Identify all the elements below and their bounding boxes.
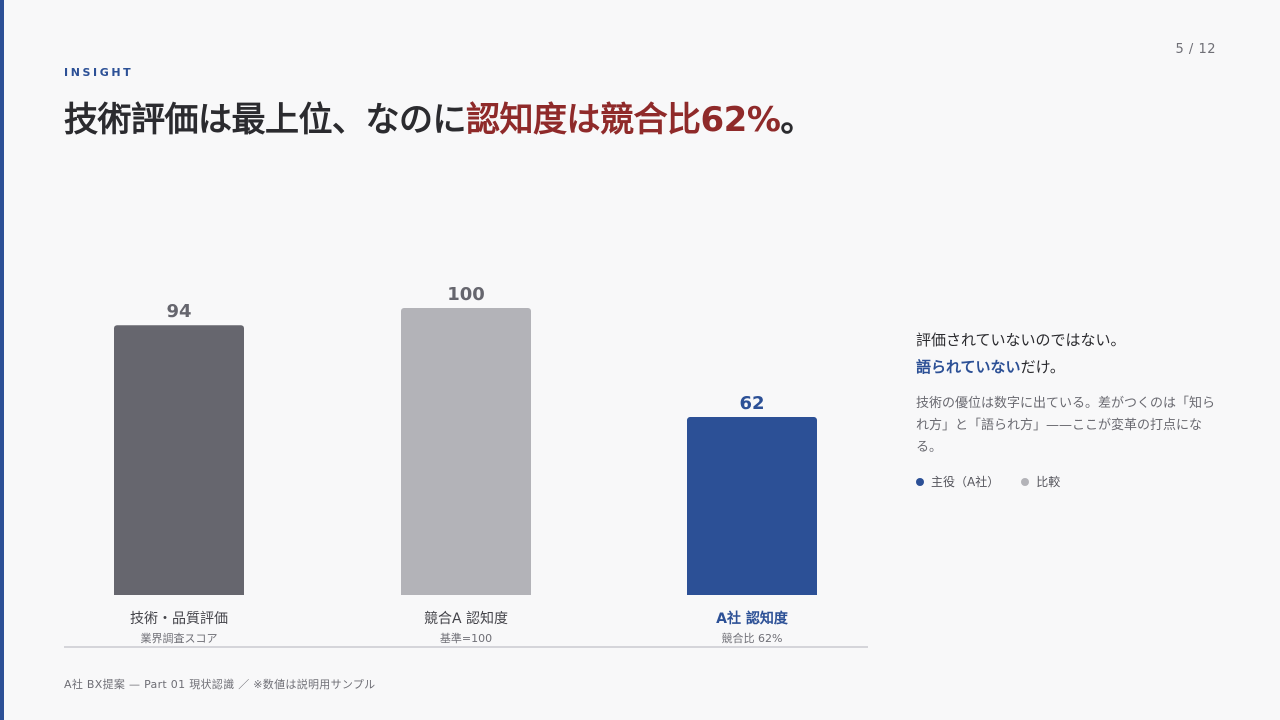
legend-item-primary: 主役（A社）: [916, 473, 999, 490]
bar-3: [687, 417, 817, 595]
bar-value-label-3: 62: [739, 393, 764, 414]
title-part-1: 技術評価は最上位、なのに: [64, 100, 467, 140]
eyebrow-label: INSIGHT: [64, 66, 134, 79]
legend-item-comparison: 比較: [1021, 473, 1060, 490]
bar-2: [401, 308, 531, 595]
bar-1-base: [114, 589, 244, 595]
bar-value-label-1: 94: [166, 301, 191, 322]
insight-panel: 評価されていないのではない。 語られていないだけ。 技術の優位は数字に出ている。…: [916, 328, 1220, 490]
bar-1: [114, 325, 244, 595]
category-sublabel-1: 業界調査スコア: [141, 631, 218, 645]
legend-label-primary: 主役（A社）: [931, 475, 1000, 489]
lead-emphasis: 語られていない: [916, 358, 1021, 376]
category-sublabel-2: 基準=100: [440, 631, 492, 645]
lead-line-2-rest: だけ。: [1020, 358, 1065, 376]
bar-2-base: [401, 589, 531, 595]
bar-value-label-2: 100: [447, 284, 485, 305]
page-title: 技術評価は最上位、なのに認知度は競合比62%。: [64, 92, 814, 141]
legend-dot-comparison: [1021, 477, 1030, 486]
title-part-3: 。: [780, 100, 814, 140]
page-number: 5 / 12: [1175, 42, 1216, 57]
legend-label-comparison: 比較: [1036, 475, 1061, 489]
category-label-1: 技術・品質評価: [130, 611, 228, 627]
category-sublabel-3: 競合比 62%: [722, 631, 783, 645]
title-highlight: 認知度は競合比62%: [466, 100, 781, 140]
category-label-3: A社 認知度: [716, 610, 789, 627]
chart-legend: 主役（A社） 比較: [916, 473, 1220, 490]
insight-body: 技術の優位は数字に出ている。差がつくのは「知られ方」と「語られ方」——ここが変革…: [916, 396, 1216, 455]
footer-note: A社 BX提案 — Part 01 現状認識 ／ ※数値は説明用サンプル: [64, 678, 376, 691]
category-label-2: 競合A 認知度: [424, 610, 508, 627]
accent-bar: [0, 0, 4, 720]
legend-dot-primary: [916, 477, 924, 486]
bar-3-base: [687, 589, 817, 595]
lead-line-2: 語られていないだけ。: [916, 355, 1220, 379]
lead-line-1: 評価されていないのではない。: [916, 331, 1126, 349]
